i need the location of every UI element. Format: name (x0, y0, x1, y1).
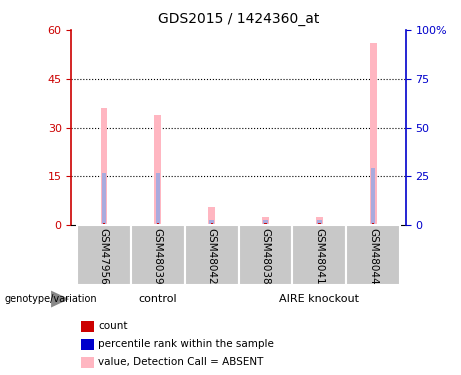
Bar (157, 223, 159, 225)
Text: GSM47956: GSM47956 (99, 228, 109, 285)
FancyBboxPatch shape (346, 225, 400, 285)
Bar (263, 220, 268, 225)
Text: GSM48039: GSM48039 (153, 228, 163, 285)
Text: percentile rank within the sample: percentile rank within the sample (98, 339, 274, 349)
Bar (211, 224, 213, 225)
FancyBboxPatch shape (131, 225, 185, 285)
FancyBboxPatch shape (292, 225, 346, 285)
Bar (211, 223, 213, 225)
Bar (262, 217, 269, 225)
Bar (319, 224, 320, 225)
Text: AIRE knockout: AIRE knockout (279, 294, 360, 304)
Text: GSM48038: GSM48038 (260, 228, 271, 285)
Text: GSM48041: GSM48041 (314, 228, 325, 285)
Bar (209, 220, 214, 225)
Bar (372, 223, 374, 225)
FancyBboxPatch shape (239, 225, 292, 285)
Text: value, Detection Call = ABSENT: value, Detection Call = ABSENT (98, 357, 264, 367)
Bar (208, 207, 215, 225)
Polygon shape (51, 291, 69, 308)
Bar (372, 224, 374, 225)
Bar (317, 220, 322, 225)
Text: GSM48044: GSM48044 (368, 228, 378, 285)
Bar (103, 223, 105, 225)
Bar (155, 173, 160, 225)
Bar (101, 173, 106, 225)
Title: GDS2015 / 1424360_at: GDS2015 / 1424360_at (158, 12, 319, 26)
Text: GSM48042: GSM48042 (207, 228, 217, 285)
Text: count: count (98, 321, 128, 331)
Bar (154, 114, 161, 225)
Bar (371, 168, 376, 225)
Text: control: control (138, 294, 177, 304)
Bar (265, 223, 266, 225)
Bar (370, 43, 377, 225)
FancyBboxPatch shape (185, 225, 239, 285)
Bar (316, 217, 323, 225)
Bar (103, 224, 105, 225)
Bar (157, 224, 159, 225)
Bar (100, 108, 107, 225)
Text: genotype/variation: genotype/variation (5, 294, 97, 304)
FancyBboxPatch shape (77, 225, 131, 285)
Bar (319, 223, 320, 225)
Bar (265, 224, 266, 225)
